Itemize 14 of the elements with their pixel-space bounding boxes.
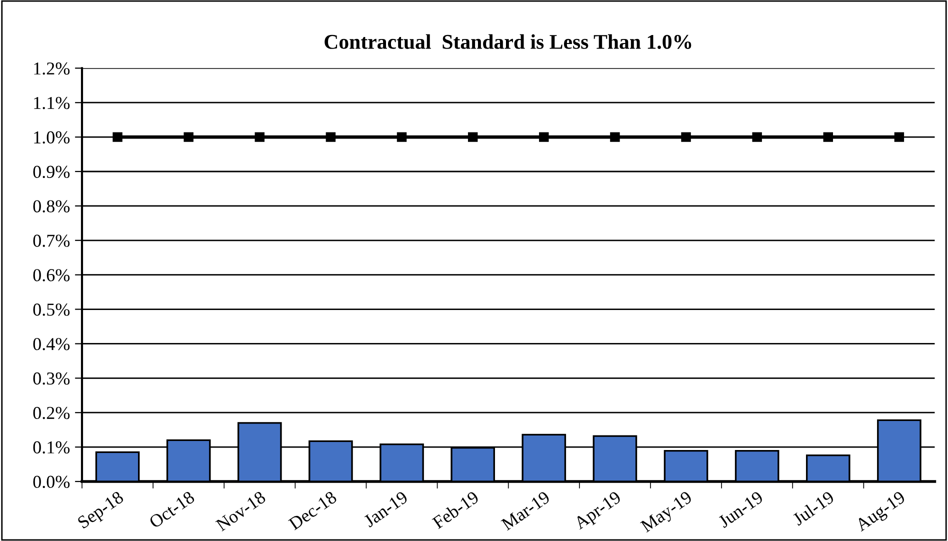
y-tick-label: 0.2% [33,406,70,420]
y-tick-label: 1.0% [34,131,70,144]
y-tick-label: 0.7% [33,234,70,247]
y-tick-label: 0.8% [33,200,70,212]
y-tick-label: 0.9% [33,166,70,178]
y-tick-label: 0.1% [33,441,70,454]
y-tick-label: 1.2% [34,62,70,75]
y-tick-label: 0.0% [33,476,70,488]
y-tick-label: 0.4% [33,338,70,350]
y-tick-label: 1.1% [34,96,70,110]
y-tick-label: 0.6% [33,269,70,282]
y-tick-label: 0.5% [33,304,70,316]
y-tick-label: 0.3% [33,372,70,385]
chart-title: Contractual Standard is Less Than 1.0% [324,34,692,50]
